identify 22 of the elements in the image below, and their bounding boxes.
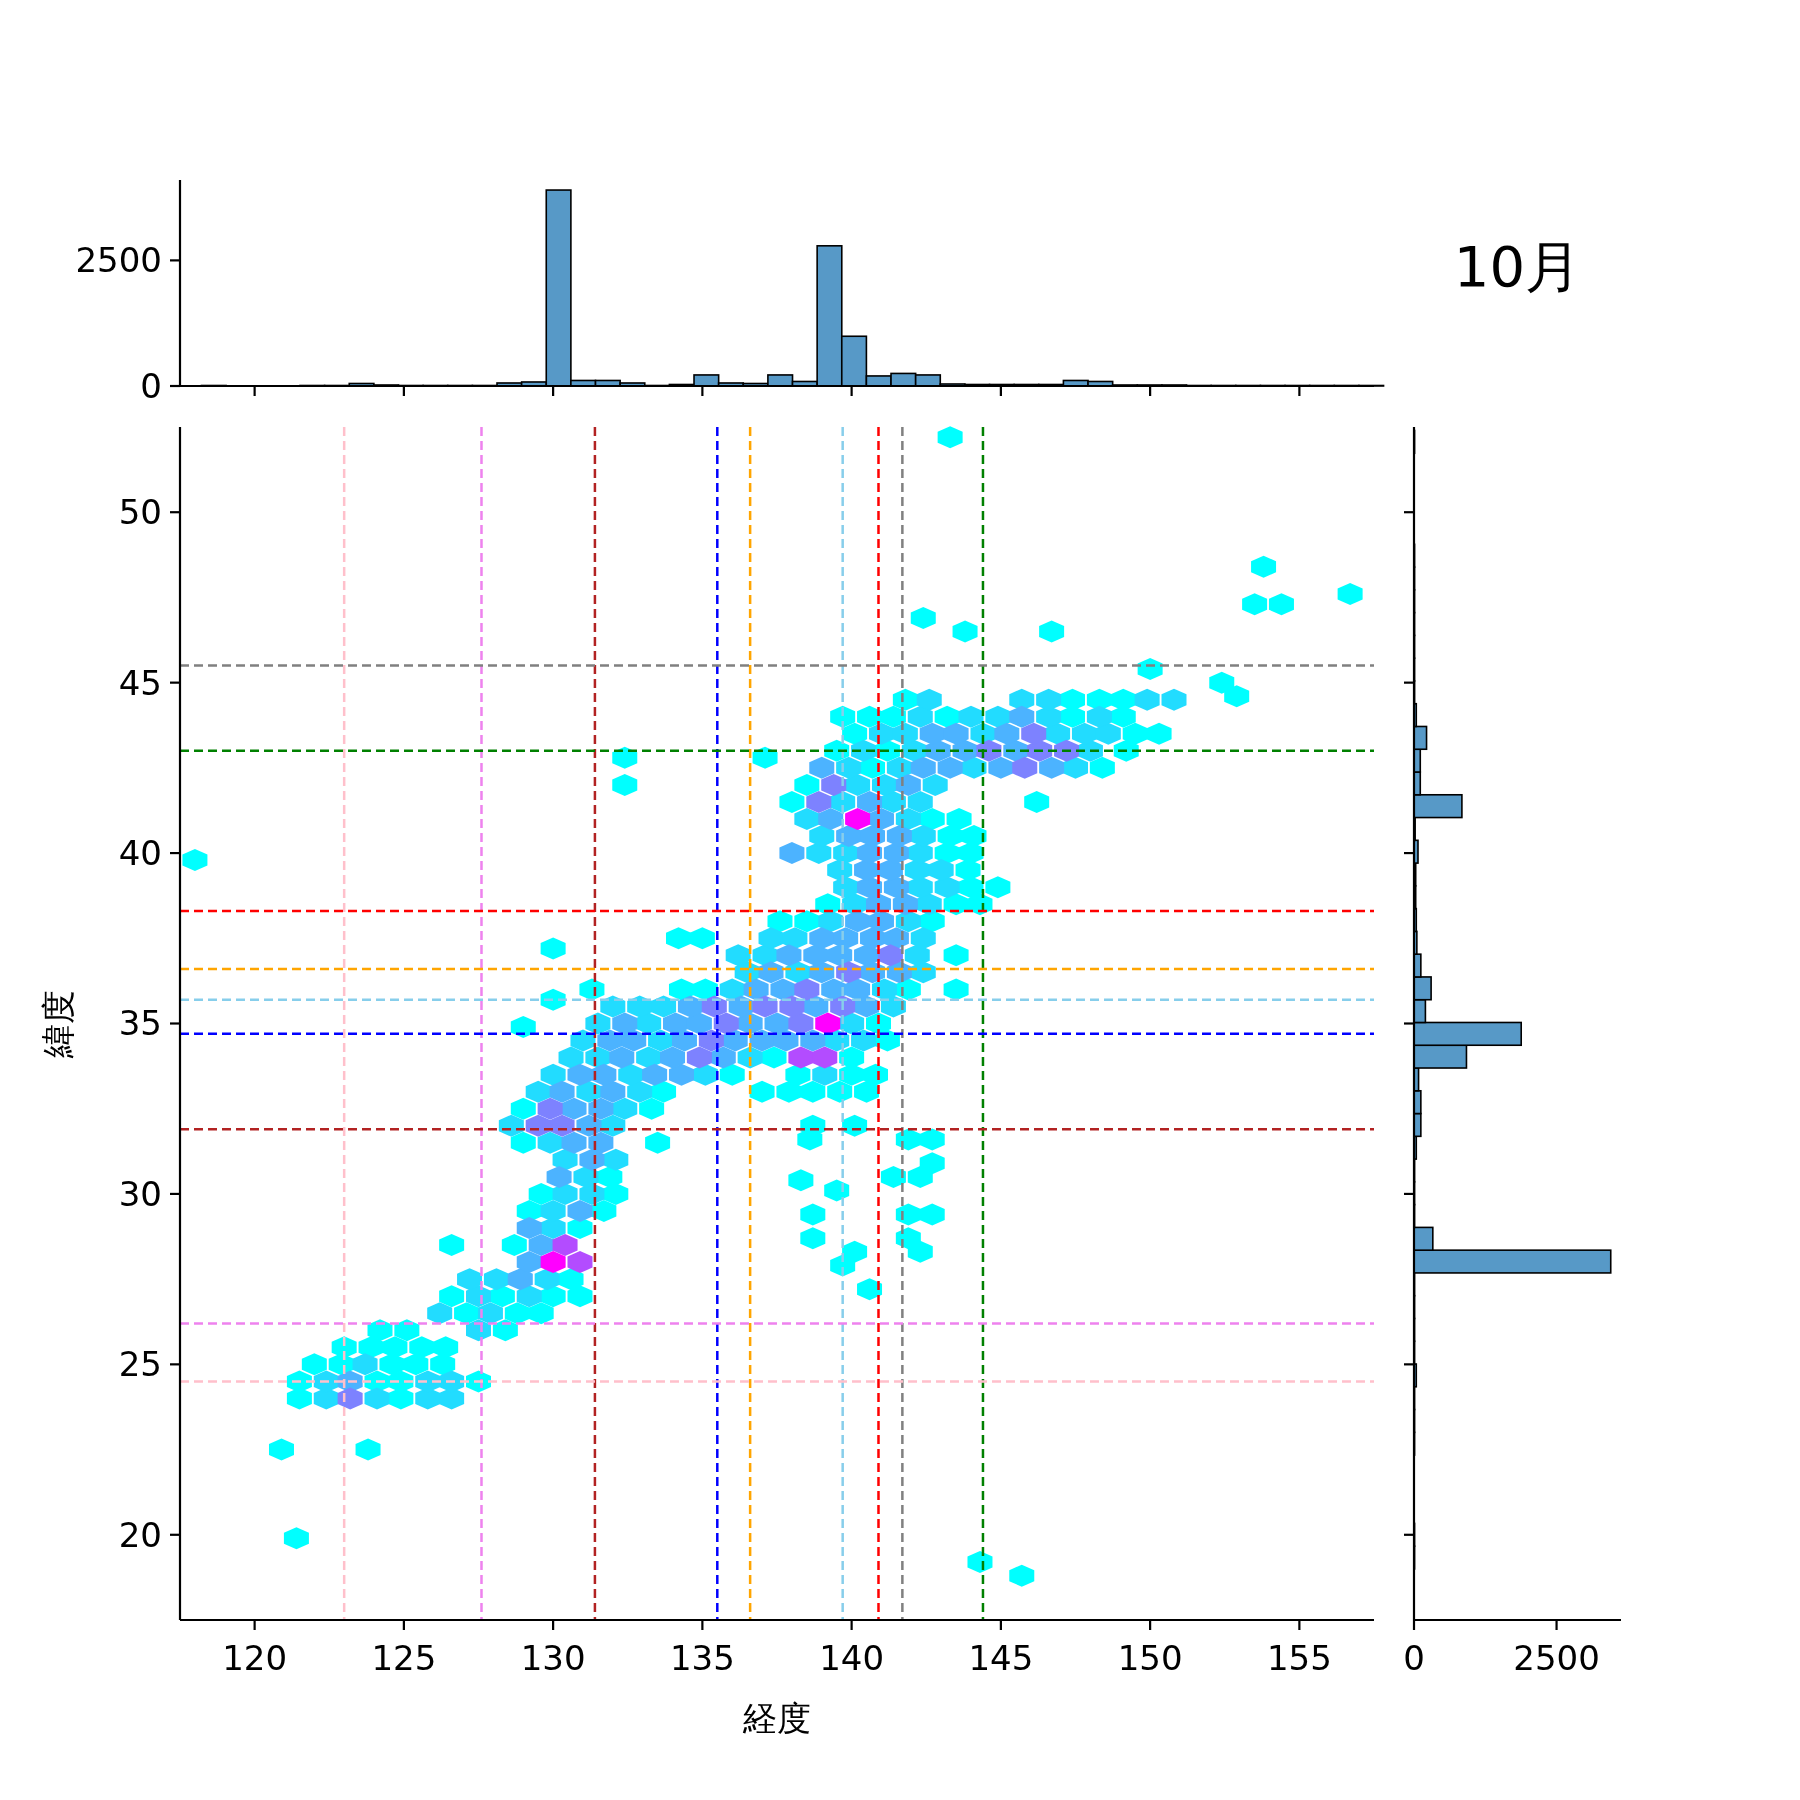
y-axis-title: 緯度 (38, 989, 78, 1059)
x-tick-label: 135 (669, 1638, 735, 1678)
x-tick-label: 130 (520, 1638, 586, 1678)
x-tick-label: 140 (819, 1638, 885, 1678)
y-tick-label: 20 (118, 1514, 162, 1555)
x-tick-label: 125 (371, 1638, 437, 1678)
x-tick-label: 150 (1117, 1638, 1183, 1678)
y-tick-label: 25 (118, 1344, 162, 1385)
y-tick-label: 40 (118, 832, 162, 873)
y-tick-label: 35 (118, 1003, 162, 1044)
chart-title: 10月 (1453, 234, 1582, 299)
y-tick-label: 0 (140, 365, 162, 406)
x-tick-label: 120 (222, 1638, 288, 1678)
y-tick-label: 2500 (75, 240, 162, 281)
y-tick-label: 30 (118, 1173, 162, 1214)
x-tick-label: 2500 (1513, 1638, 1600, 1678)
x-axis-title: 経度 (742, 1698, 811, 1738)
x-tick-label: 155 (1266, 1638, 1332, 1678)
x-tick-label: 0 (1403, 1638, 1425, 1678)
y-tick-label: 50 (118, 492, 162, 533)
x-tick-label: 145 (968, 1638, 1034, 1678)
y-tick-label: 45 (118, 662, 162, 703)
